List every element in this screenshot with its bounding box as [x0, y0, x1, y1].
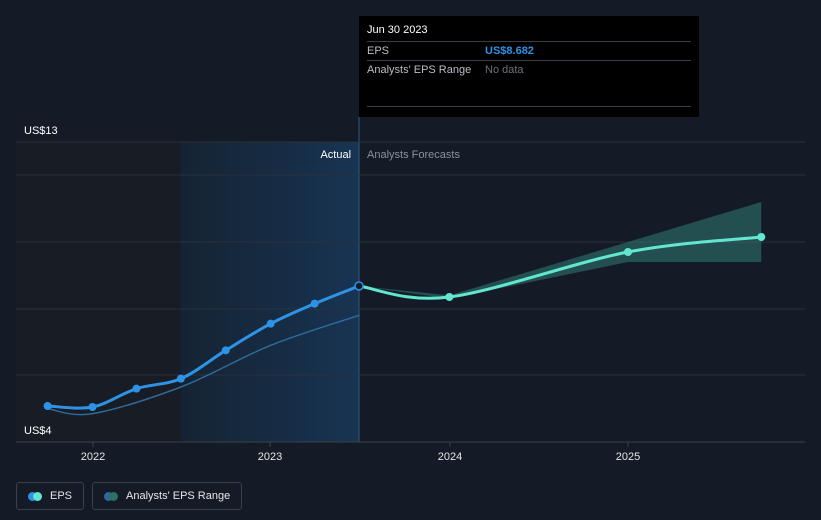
- tooltip-row-eps: EPS US$8.682: [367, 41, 691, 60]
- forecast-range-band: [359, 202, 762, 299]
- data-point[interactable]: [132, 384, 141, 393]
- data-point[interactable]: [757, 233, 766, 241]
- background-regions: [16, 117, 360, 442]
- x-tick-label-2022: 2022: [81, 451, 105, 463]
- tooltip-eps-label: EPS: [367, 45, 390, 57]
- data-point[interactable]: [445, 293, 454, 301]
- data-point[interactable]: [354, 281, 364, 291]
- x-axis-ticks: 2022 2023 2024 2025: [81, 442, 640, 463]
- series-points: [43, 233, 766, 411]
- legend-eps-label: EPS: [50, 490, 73, 502]
- legend-item-eps-range[interactable]: Analysts' EPS Range: [92, 482, 243, 510]
- series-line-eps-forecast: [357, 235, 763, 300]
- y-axis-top-label: US$13: [24, 125, 58, 137]
- data-point[interactable]: [266, 319, 275, 328]
- data-point[interactable]: [176, 374, 185, 383]
- actual-region-label: Actual: [320, 149, 351, 161]
- tooltip-range-label: Analysts' EPS Range: [367, 64, 472, 76]
- legend-eps-range-label: Analysts' EPS Range: [126, 490, 231, 502]
- tooltip-eps-value: US$8.682: [485, 45, 534, 57]
- data-point[interactable]: [43, 402, 52, 410]
- hover-tooltip: Jun 30 2023 EPS US$8.682 Analysts' EPS R…: [359, 16, 699, 117]
- x-tick-label-2023: 2023: [258, 451, 282, 463]
- eps-range-legend-icon: [104, 491, 119, 501]
- x-tick-label-2025: 2025: [616, 451, 640, 463]
- tooltip-range-value: No data: [485, 64, 524, 76]
- eps-legend-icon: [28, 491, 43, 501]
- eps-range-band: [359, 202, 762, 299]
- data-point[interactable]: [88, 403, 97, 411]
- data-point[interactable]: [221, 346, 230, 355]
- forecast-region-label: Analysts Forecasts: [367, 149, 460, 161]
- past-region: [16, 142, 181, 442]
- chart-legend: EPS Analysts' EPS Range: [16, 482, 243, 510]
- axis-labels: US$13 US$4 Actual Analysts Forecasts: [24, 125, 460, 437]
- legend-item-eps[interactable]: EPS: [16, 482, 85, 510]
- y-axis-bottom-label: US$4: [24, 425, 52, 437]
- actual-region: [180, 142, 360, 442]
- data-point[interactable]: [310, 299, 319, 308]
- tooltip-divider: [367, 106, 691, 107]
- data-point[interactable]: [624, 248, 632, 256]
- tooltip-date: Jun 30 2023: [367, 24, 428, 36]
- x-tick-label-2024: 2024: [438, 451, 462, 463]
- series-line-past-analysts-estimate: [46, 314, 360, 416]
- tooltip-row-range: Analysts' EPS Range No data: [367, 60, 691, 79]
